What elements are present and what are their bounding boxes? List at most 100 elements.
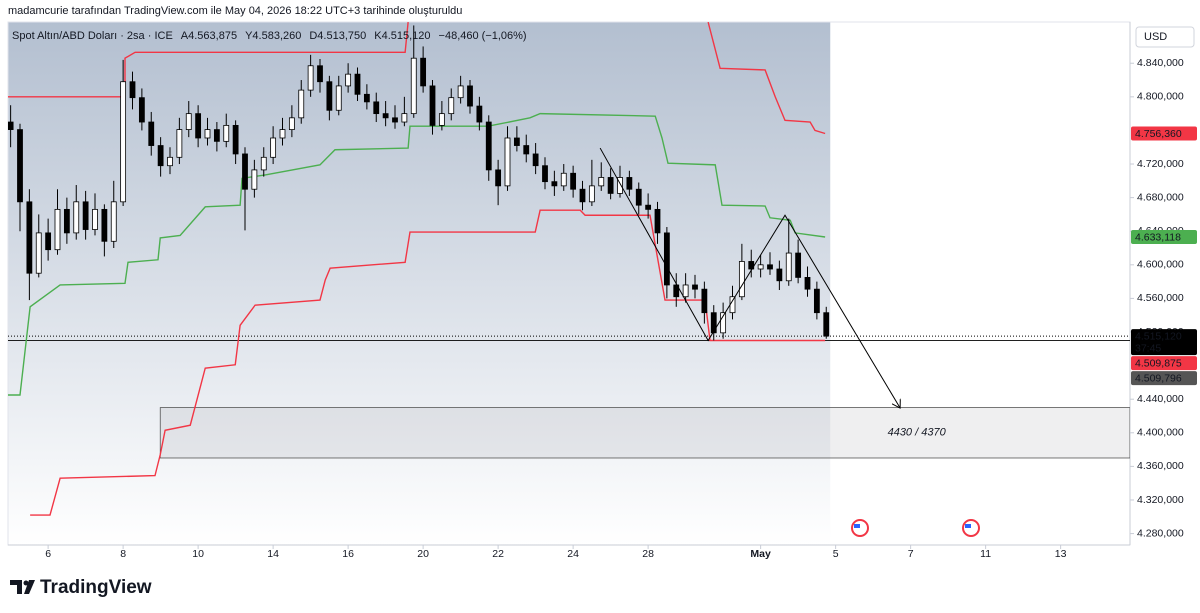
- candle-body: [148, 121, 155, 146]
- price-tag-label: 4.756,360: [1135, 128, 1182, 140]
- candle-body: [73, 201, 80, 234]
- candle-body: [260, 156, 267, 171]
- candle-body: [776, 268, 783, 282]
- price-tag: [1131, 229, 1197, 244]
- x-tick-label: 11: [980, 548, 991, 560]
- candle-body: [738, 261, 745, 298]
- candle-body: [551, 181, 558, 187]
- currency-button[interactable]: [1135, 26, 1195, 48]
- legend-value: K4.515,120: [374, 30, 430, 42]
- candle-body: [495, 169, 502, 187]
- candle-body: [167, 156, 173, 167]
- candle-body: [579, 188, 586, 203]
- candle-body: [448, 97, 455, 115]
- candle-body: [663, 232, 670, 286]
- candle-body: [504, 137, 511, 187]
- candle-body: [251, 169, 258, 190]
- candle-body: [438, 113, 445, 126]
- trend-drawing: [599, 147, 900, 408]
- event-icons: [851, 519, 980, 537]
- candle-body: [401, 113, 408, 123]
- candle-body: [101, 208, 108, 242]
- candle-body: [326, 81, 333, 111]
- legend-value: −48,460 (−1,06%): [439, 30, 527, 42]
- price-tag: [1131, 371, 1197, 386]
- candle-body: [645, 204, 652, 210]
- candle-body: [682, 284, 689, 298]
- candle-body: [317, 65, 323, 83]
- candle-body: [232, 124, 239, 155]
- candle-body: [654, 208, 661, 234]
- candle-body: [457, 85, 464, 99]
- candle-body: [560, 172, 567, 187]
- candle-body: [82, 201, 89, 230]
- candle-body: [767, 264, 773, 270]
- candle-body: [626, 177, 633, 190]
- candle-body: [420, 57, 427, 87]
- y-tick-label: 4.440,000: [1137, 393, 1184, 405]
- candle-body: [429, 85, 436, 126]
- candle-body: [213, 129, 220, 142]
- logo-text: TradingView: [40, 577, 152, 598]
- candle-body: [757, 264, 764, 270]
- axes: 4.280,000 4.320,000 4.360,000 4.400,000 4.44…: [45, 57, 1197, 560]
- candle-body: [63, 208, 70, 234]
- price-tag: [1131, 126, 1197, 141]
- candle-body: [223, 124, 230, 142]
- candle-body: [692, 284, 698, 290]
- candle-body: [588, 185, 595, 203]
- candle-body: [17, 129, 23, 203]
- candle-body: [635, 188, 642, 206]
- logo-mark: [10, 580, 22, 594]
- plot: 4430 / 4370: [8, 22, 1130, 516]
- candle-body: [476, 105, 483, 123]
- y-tick-label: 4.320,000: [1137, 494, 1184, 506]
- candle-body: [823, 312, 830, 337]
- x-tick-label: 20: [417, 548, 429, 560]
- price-tag: [1131, 356, 1197, 371]
- indicator-line: [30, 209, 826, 516]
- price-tag: [1131, 329, 1197, 356]
- candle-body: [485, 121, 492, 171]
- candle-body: [92, 208, 98, 230]
- price-tag-label: 4.509,796: [1135, 372, 1182, 384]
- candle-body: [270, 137, 277, 158]
- x-tick-label: 6: [45, 548, 51, 560]
- x-tick-label: 10: [192, 548, 204, 560]
- x-tick-label: 16: [342, 548, 354, 560]
- indicator-line: [707, 22, 826, 135]
- x-tick-label: 7: [908, 548, 914, 560]
- candle-body: [335, 85, 342, 111]
- candle-body: [345, 73, 352, 87]
- candle-body: [513, 137, 520, 146]
- candle-body: [542, 165, 548, 183]
- y-tick-label: 4.720,000: [1137, 158, 1184, 170]
- candle-body: [8, 121, 14, 130]
- y-tick-label: 4.360,000: [1137, 460, 1184, 472]
- event-icon-flag: [965, 524, 971, 528]
- candle-body: [373, 101, 380, 115]
- candle-body: [279, 129, 286, 139]
- candle-body: [710, 312, 717, 334]
- candle-body: [729, 296, 736, 314]
- price-tag-label: 4.515,120: [1135, 330, 1182, 342]
- candle-body: [35, 232, 42, 274]
- y-tick-label: 4.840,000: [1137, 57, 1184, 69]
- candle-body: [204, 129, 211, 139]
- candle-body: [138, 97, 145, 123]
- legend: Spot Altın/ABD Doları · 2sa · ICE A4.563,…: [12, 30, 527, 42]
- candle-body: [607, 177, 614, 194]
- candle-body: [54, 208, 61, 251]
- candle-body: [129, 81, 136, 99]
- candle-body: [176, 129, 183, 158]
- candle-body: [45, 232, 52, 251]
- y-tick-label: 4.280,000: [1137, 527, 1184, 539]
- candle-body: [523, 145, 530, 155]
- price-tag-countdown: 37:45: [1135, 342, 1161, 354]
- logo: TradingView: [10, 577, 152, 598]
- x-tick-label: 8: [120, 548, 126, 560]
- plot-background: [8, 22, 831, 545]
- x-tick-label: 28: [642, 548, 654, 560]
- candle-body: [288, 117, 295, 130]
- candle-body: [110, 201, 117, 242]
